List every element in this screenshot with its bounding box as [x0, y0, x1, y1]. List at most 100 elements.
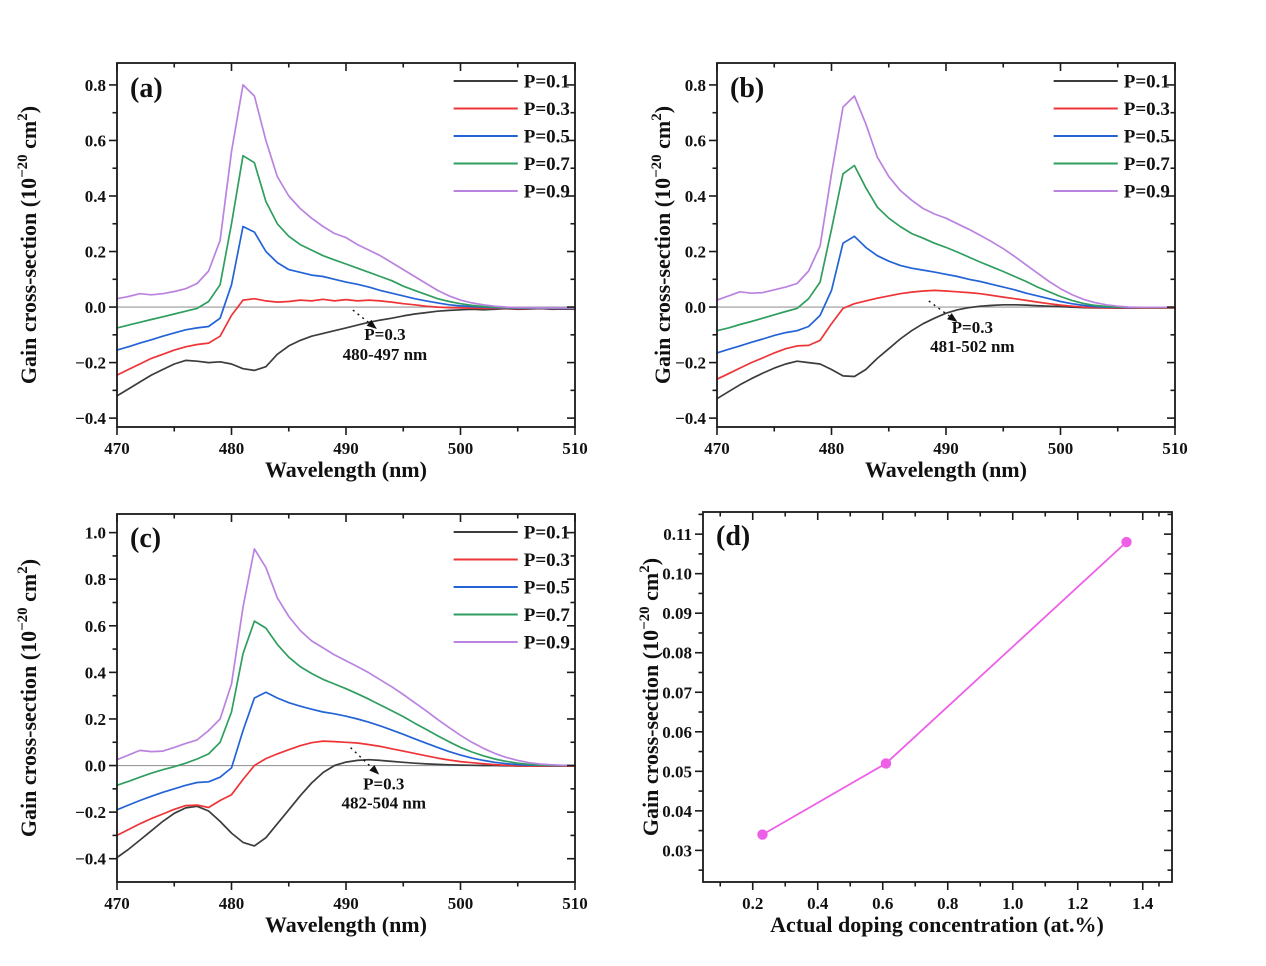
panel-b-y-tick-label: 0.2 — [685, 243, 706, 262]
panel-b-ticks: 470 480 490 500 510 −0.4 −0.2 0.0 0.2 0.4 0.6 0.8 — [675, 63, 1188, 458]
panel-a-x-tick-label: 480 — [219, 439, 245, 458]
panel-b-chart: 470 480 490 500 510 −0.4 −0.2 0.0 0.2 0.4 0.6 0.8 P=… — [649, 62, 1188, 482]
panel-b-x-tick-label: 490 — [933, 439, 959, 458]
panel-a-legend-label: P=0.5 — [524, 127, 570, 148]
panel-c-frame — [116, 513, 576, 883]
panel-b-x-tick-label: 470 — [704, 439, 730, 458]
panel-d-x-tick-label: 0.4 — [807, 894, 829, 913]
panel-c-legend-label: P=0.7 — [524, 605, 571, 626]
panel-d-data-point — [880, 758, 892, 769]
panel-c-annotation-arrow-line — [350, 747, 373, 769]
panel-c-plot: 470 480 490 500 510 −0.4 −0.2 0.0 0.2 0.4 0.6 0.8 1.… — [15, 513, 588, 913]
panel-b-legend-label: P=0.3 — [1124, 99, 1170, 120]
panel-d-y-tick-label: 0.11 — [663, 525, 692, 544]
panel-b-frame — [716, 62, 1176, 428]
panel-a-ticks: 470 480 490 500 510 −0.4 −0.2 0.0 0.2 0.4 0.6 0.8 — [75, 63, 588, 458]
panel-c-annotation-line2: 482-504 nm — [342, 794, 427, 813]
panel-d-x-tick-label: 0.6 — [872, 894, 893, 913]
panel-c-x-tick-label: 470 — [104, 894, 130, 913]
panel-c-annotation-arrowhead — [369, 765, 380, 775]
panel-d-y-tick-label: 0.05 — [662, 762, 692, 781]
panel-a-y-tick-label: −0.2 — [75, 354, 106, 373]
panel-a-legend-label: P=0.3 — [524, 99, 570, 120]
panel-c-y-tick-label: 1.0 — [85, 524, 106, 543]
panel-b-y-tick-label: −0.4 — [675, 409, 706, 428]
panel-c-y-tick-label: 0.6 — [85, 617, 106, 636]
panel-a-letter: (a) — [130, 73, 163, 104]
panel-d-data-point — [1121, 536, 1132, 548]
panel-d-data-line — [762, 541, 1128, 836]
panel-b-y-tick-label: −0.2 — [675, 354, 706, 373]
panel-c-legend-label: P=0.5 — [524, 578, 570, 599]
panel-d-data-point — [757, 829, 768, 840]
panel-a-annotation-line2: 480-497 nm — [343, 345, 428, 364]
panel-d-y-tick-label: 0.10 — [662, 565, 692, 584]
panel-c-legend-label: P=0.1 — [524, 523, 570, 544]
panel-c: 470 480 490 500 510 −0.4 −0.2 0.0 0.2 0.4 0.6 0.8 1.… — [0, 483, 633, 966]
panel-b-x-axis-title: Wavelength (nm) — [865, 457, 1027, 482]
panel-a-x-axis-title: Wavelength (nm) — [265, 457, 427, 482]
panel-b-curve-p-0.7 — [716, 164, 1176, 332]
panel-d-y-tick-label: 0.03 — [662, 841, 692, 860]
panel-b-annotation-arrow-line — [928, 300, 950, 317]
panel-b-curve-p-0.5 — [716, 235, 1176, 354]
panel-c-y-tick-label: 0.8 — [85, 570, 106, 589]
panel-b-letter: (b) — [730, 73, 764, 104]
panel-c-legend-label: P=0.3 — [524, 550, 570, 571]
panel-d-x-tick-label: 1.0 — [1002, 894, 1023, 913]
panel-d-x-tick-label: 0.2 — [742, 894, 763, 913]
panel-c-legend-label: P=0.9 — [524, 633, 570, 654]
panel-a-legend-label: P=0.9 — [524, 182, 570, 203]
panel-d-y-tick-label: 0.06 — [662, 723, 692, 742]
panel-c-y-tick-label: 0.2 — [85, 710, 106, 729]
panel-d-y-axis-title: Gain cross-section (10−20 cm2) — [637, 558, 663, 836]
panel-b-legend: P=0.1 P=0.3 P=0.5 P=0.7 P=0.9 — [1053, 72, 1171, 203]
panel-a-annotation-arrowhead — [366, 319, 377, 329]
panel-d-x-tick-label: 0.8 — [937, 894, 958, 913]
panel-a-legend: P=0.1 P=0.3 P=0.5 P=0.7 P=0.9 — [453, 72, 571, 203]
panel-c-chart: 470 480 490 500 510 −0.4 −0.2 0.0 0.2 0.4 0.6 0.8 1.… — [15, 513, 588, 937]
panel-b-annotation-line2: 481-502 nm — [930, 337, 1015, 356]
panel-a-y-tick-label: −0.4 — [75, 409, 106, 428]
panel-c-curve-p-0.7 — [116, 620, 576, 787]
panel-a-x-tick-label: 470 — [104, 439, 130, 458]
panel-d-x-tick-label: 1.2 — [1067, 894, 1088, 913]
panel-d-y-tick-label: 0.07 — [662, 683, 692, 702]
panel-a-x-tick-label: 500 — [448, 439, 474, 458]
panel-c-annotation-line1: P=0.3 — [363, 775, 404, 794]
panel-d-y-tick-label: 0.08 — [662, 644, 692, 663]
panel-c-curve-p-0.3 — [116, 740, 576, 837]
panel-c-y-tick-label: 0.0 — [85, 757, 106, 776]
panel-b-y-tick-label: 0.8 — [685, 76, 706, 95]
panel-b: 470 480 490 500 510 −0.4 −0.2 0.0 0.2 0.4 0.6 0.8 P=… — [633, 0, 1266, 483]
panel-b-x-tick-label: 500 — [1048, 439, 1074, 458]
panel-d-ticks: 0.2 0.4 0.6 0.8 1.0 1.2 1.4 0.03 0.04 0.05 0.06 0.0… — [662, 512, 1172, 913]
panel-d: 0.2 0.4 0.6 0.8 1.0 1.2 1.4 0.03 0.04 0.05 0.06 0.0… — [633, 483, 1266, 966]
panel-b-x-tick-label: 510 — [1162, 439, 1188, 458]
panel-c-x-tick-label: 480 — [219, 894, 245, 913]
panel-a-annotation-line1: P=0.3 — [364, 325, 405, 344]
panel-b-x-tick-label: 480 — [819, 439, 845, 458]
panel-a-annotation-arrow-line — [352, 309, 370, 324]
panel-b-legend-label: P=0.1 — [1124, 72, 1170, 93]
panel-c-y-tick-label: 0.4 — [85, 663, 107, 682]
panel-a-legend-label: P=0.7 — [524, 154, 571, 175]
panel-a-legend-label: P=0.1 — [524, 72, 570, 93]
panel-c-legend: P=0.1 P=0.3 P=0.5 P=0.7 P=0.9 — [453, 523, 571, 654]
panel-b-annotation-line1: P=0.3 — [952, 318, 993, 337]
panel-c-x-tick-label: 490 — [333, 894, 359, 913]
panel-b-y-tick-label: 0.4 — [685, 187, 707, 206]
panel-b-legend-label: P=0.7 — [1124, 154, 1171, 175]
panel-c-curve-p-0.5 — [116, 691, 576, 811]
panel-d-x-axis-title: Actual doping concentration (at.%) — [770, 912, 1104, 937]
panel-b-curve-p-0.9 — [716, 95, 1176, 309]
panel-a-plot: 470 480 490 500 510 −0.4 −0.2 0.0 0.2 0.4 0.6 0.8 P=… — [15, 62, 588, 458]
panel-c-curve-p-0.9 — [116, 548, 576, 767]
panel-d-x-tick-label: 1.4 — [1132, 894, 1154, 913]
panel-a-y-tick-label: 0.4 — [85, 187, 107, 206]
panel-a-y-axis-title: Gain cross-section (10−20 cm2) — [15, 106, 41, 384]
panel-c-x-axis-title: Wavelength (nm) — [265, 912, 427, 937]
panel-d-chart: 0.2 0.4 0.6 0.8 1.0 1.2 1.4 0.03 0.04 0.05 0.06 0.0… — [637, 511, 1173, 937]
